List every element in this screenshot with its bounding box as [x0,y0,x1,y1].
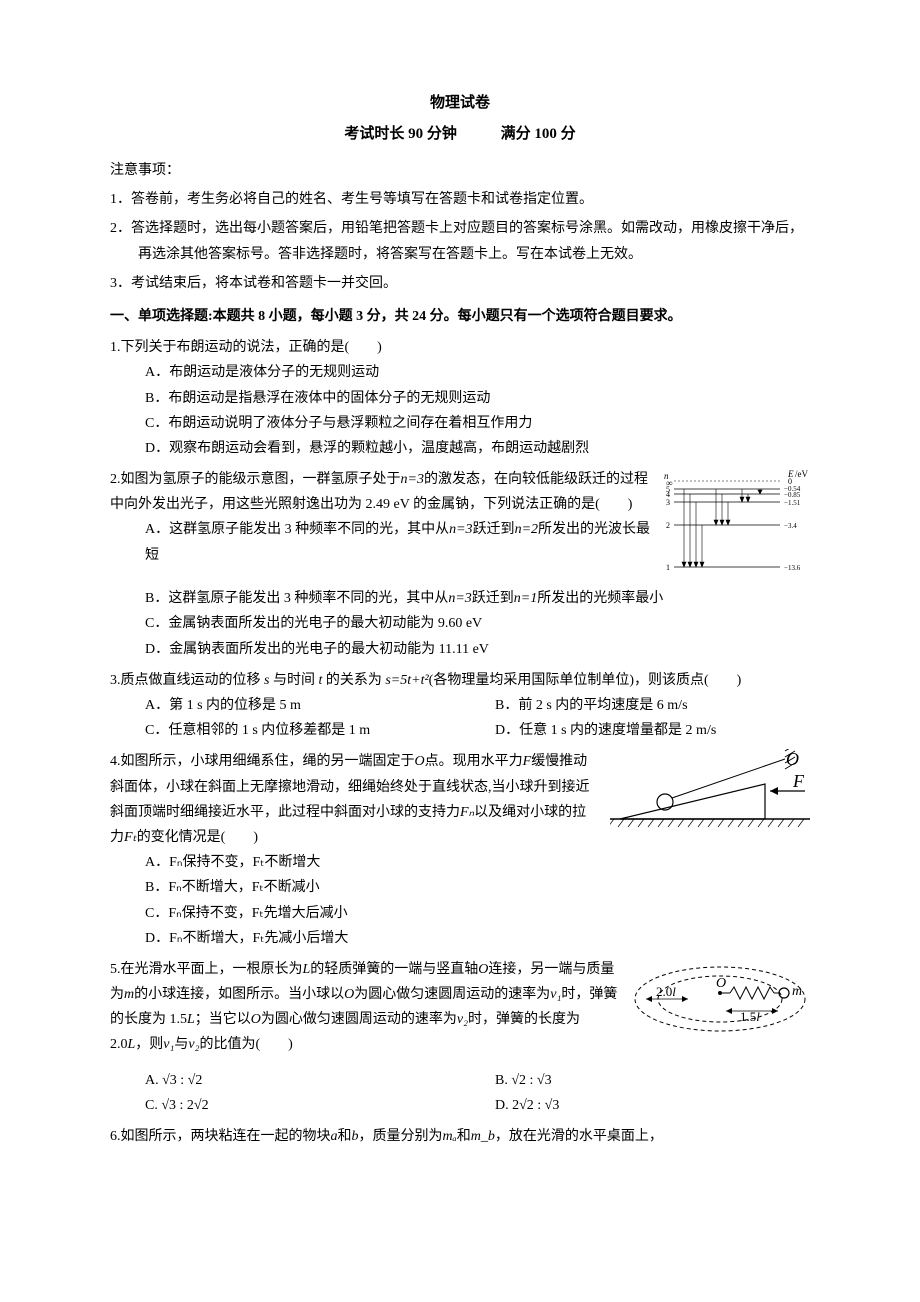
fullmarks-text: 满分 100 分 [501,121,576,148]
q5-opt-b: B. √2 : √3 [460,1068,810,1093]
svg-text:O: O [716,976,726,991]
spring-circle-diagram: O m 2.0l 1.5l [630,963,810,1038]
q4-opt-a: A．Fₙ保持不变，Fₜ不断增大 [110,850,810,875]
q2-opt-b: B．这群氢原子能发出 3 种频率不同的光，其中从n=3跃迁到n=1所发出的光频率… [110,586,810,611]
question-4: O F 4.如图所示，小球用细绳系住，绳的另一端固定于O点。现用水平力F缓慢推动… [110,749,810,951]
svg-text:O: O [786,749,799,769]
q6-stem: 6.如图所示，两块粘连在一起的物块a和b，质量分别为mₐ和m_b，放在光滑的水平… [110,1124,810,1149]
exam-subtitle: 考试时长 90 分钟 满分 100 分 [110,121,810,148]
question-5: O m 2.0l 1.5l 5.在光滑水平面上，一根原长为L的轻质弹簧的一端与竖… [110,957,810,1118]
notice-heading: 注意事项： [110,158,810,183]
q1-opt-b: B．布朗运动是指悬浮在液体中的固体分子的无规则运动 [110,386,810,411]
question-1: 1.下列关于布朗运动的说法，正确的是( ) A．布朗运动是液体分子的无规则运动 … [110,335,810,461]
svg-text:F: F [792,771,805,791]
svg-text:m: m [792,984,802,999]
q3-opt-c: C．任意相邻的 1 s 内位移差都是 1 m [110,718,460,743]
exam-title: 物理试卷 [110,90,810,117]
q1-opt-a: A．布朗运动是液体分子的无规则运动 [110,360,810,385]
question-6: 6.如图所示，两块粘连在一起的物块a和b，质量分别为mₐ和m_b，放在光滑的水平… [110,1124,810,1149]
question-3: 3.质点做直线运动的位移 s 与时间 t 的关系为 s=5t+t²(各物理量均采… [110,668,810,744]
duration-text: 考试时长 90 分钟 [344,121,457,148]
svg-text:1: 1 [666,563,670,572]
q2-opt-c: C．金属钠表面所发出的光电子的最大初动能为 9.60 eV [110,611,810,636]
q3-opt-b: B．前 2 s 内的平均速度是 6 m/s [460,693,810,718]
section1-heading: 一、单项选择题:本题共 8 小题，每小题 3 分，共 24 分。每小题只有一个选… [110,304,810,329]
energy-level-diagram: n E /eV ∞ 0 5−0.54 4−0.85 3−1.51 2−3.4 1… [660,467,810,577]
q5-opt-d: D. 2√2 : √3 [460,1093,810,1118]
q2-figure: n E /eV ∞ 0 5−0.54 4−0.85 3−1.51 2−3.4 1… [660,467,810,586]
q4-opt-c: C．Fₙ保持不变，Fₜ先增大后减小 [110,901,810,926]
q1-opt-c: C．布朗运动说明了液体分子与悬浮颗粒之间存在着相互作用力 [110,411,810,436]
svg-text:−1.51: −1.51 [784,499,801,507]
q5-opt-c: C. √3 : 2√2 [110,1093,460,1118]
q1-stem: 1.下列关于布朗运动的说法，正确的是( ) [110,335,810,360]
notice-item-2: 2．答选择题时，选出每小题答案后，用铅笔把答题卡上对应题目的答案标号涂黑。如需改… [110,216,810,266]
svg-text:−0.85: −0.85 [784,491,801,499]
q3-stem: 3.质点做直线运动的位移 s 与时间 t 的关系为 s=5t+t²(各物理量均采… [110,668,810,693]
q5-figure: O m 2.0l 1.5l [630,963,810,1047]
svg-text:/eV: /eV [795,469,808,479]
q4-opt-d: D．Fₙ不断增大，Fₜ先减小后增大 [110,926,810,951]
notice-item-1: 1．答卷前，考生务必将自己的姓名、考生号等填写在答题卡和试卷指定位置。 [110,187,810,212]
svg-text:2.0l: 2.0l [656,984,676,999]
q1-opt-d: D．观察布朗运动会看到，悬浮的颗粒越小，温度越高，布朗运动越剧烈 [110,436,810,461]
q5-opt-a: A. √3 : √2 [110,1068,460,1093]
q3-opt-a: A．第 1 s 内的位移是 5 m [110,693,460,718]
svg-text:3: 3 [666,498,670,507]
question-2: n E /eV ∞ 0 5−0.54 4−0.85 3−1.51 2−3.4 1… [110,467,810,662]
svg-text:2: 2 [666,521,670,530]
notice-item-3: 3．考试结束后，将本试卷和答题卡一并交回。 [110,271,810,296]
svg-text:−13.6: −13.6 [784,564,801,572]
q3-opt-d: D．任意 1 s 内的速度增量都是 2 m/s [460,718,810,743]
q2-opt-d: D．金属钠表面所发出的光电子的最大初动能为 11.11 eV [110,637,810,662]
svg-text:−3.4: −3.4 [784,522,797,530]
q4-opt-b: B．Fₙ不断增大，Fₜ不断减小 [110,875,810,900]
incline-diagram: O F [610,749,810,829]
svg-text:1.5l: 1.5l [740,1009,760,1024]
q4-figure: O F [610,749,810,838]
